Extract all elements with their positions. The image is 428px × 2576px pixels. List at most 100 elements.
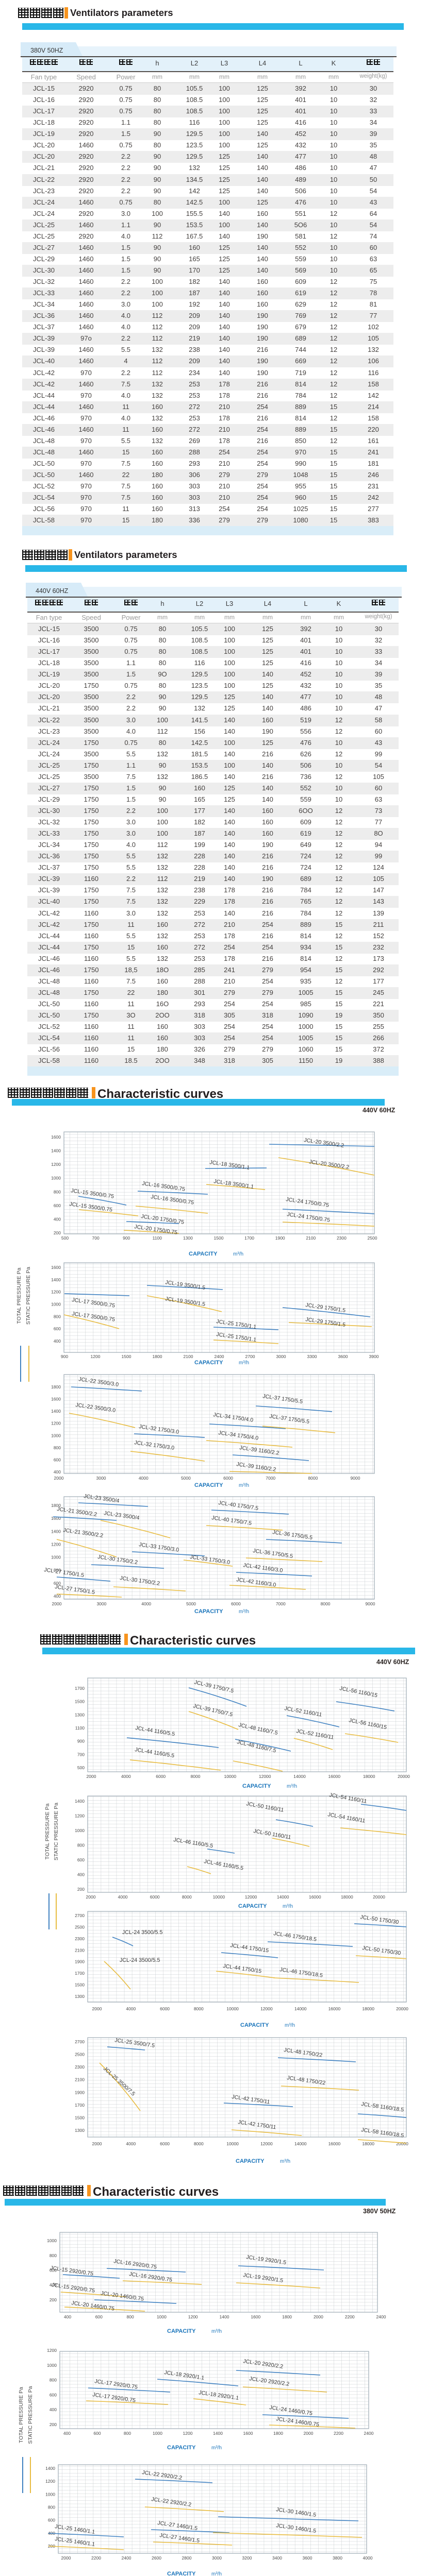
svg-text:10000: 10000 bbox=[226, 2006, 239, 2011]
svg-text:16000: 16000 bbox=[328, 2141, 341, 2146]
svg-text:1200: 1200 bbox=[183, 2431, 193, 2436]
svg-text:200: 200 bbox=[50, 2422, 57, 2427]
svg-text:20000: 20000 bbox=[398, 1774, 410, 1779]
svg-text:200: 200 bbox=[54, 1230, 61, 1235]
svg-text:7000: 7000 bbox=[276, 1601, 286, 1606]
svg-text:5000: 5000 bbox=[181, 1476, 191, 1481]
svg-text:m³/h: m³/h bbox=[211, 2445, 222, 2451]
svg-text:3000: 3000 bbox=[96, 1476, 106, 1481]
svg-text:2100: 2100 bbox=[75, 1947, 85, 1953]
svg-text:1100: 1100 bbox=[153, 1235, 162, 1241]
svg-text:2700: 2700 bbox=[245, 1354, 255, 1359]
svg-text:m³/h: m³/h bbox=[233, 1251, 243, 1257]
svg-text:2200: 2200 bbox=[91, 2555, 101, 2561]
svg-text:2400: 2400 bbox=[376, 2314, 386, 2319]
svg-text:12000: 12000 bbox=[260, 2006, 273, 2011]
svg-text:1400: 1400 bbox=[220, 2314, 229, 2319]
svg-text:2500: 2500 bbox=[75, 2052, 85, 2057]
svg-text:14000: 14000 bbox=[294, 2006, 307, 2011]
svg-text:6000: 6000 bbox=[231, 1601, 241, 1606]
svg-text:2000: 2000 bbox=[314, 2314, 323, 2319]
svg-text:2500: 2500 bbox=[75, 1924, 85, 1929]
svg-text:CAPACITY: CAPACITY bbox=[242, 1783, 271, 1789]
svg-text:1200: 1200 bbox=[51, 1541, 61, 1547]
svg-text:400: 400 bbox=[64, 2314, 71, 2319]
svg-text:600: 600 bbox=[95, 2314, 103, 2319]
svg-text:2000: 2000 bbox=[52, 1601, 62, 1606]
svg-text:800: 800 bbox=[48, 2505, 55, 2510]
svg-text:400: 400 bbox=[77, 1872, 85, 1877]
svg-text:1300: 1300 bbox=[75, 1712, 85, 1717]
svg-text:18000: 18000 bbox=[341, 1894, 353, 1900]
svg-text:600: 600 bbox=[50, 2392, 57, 2397]
svg-text:1800: 1800 bbox=[273, 2431, 283, 2436]
svg-text:600: 600 bbox=[54, 1457, 61, 1462]
svg-text:800: 800 bbox=[124, 2431, 131, 2436]
svg-text:1800: 1800 bbox=[282, 2314, 292, 2319]
svg-text:JCL-24 3500/5.5: JCL-24 3500/5.5 bbox=[120, 1957, 160, 1963]
svg-text:3000: 3000 bbox=[212, 2555, 222, 2561]
svg-text:2500: 2500 bbox=[368, 1235, 377, 1241]
svg-text:1200: 1200 bbox=[75, 1814, 85, 1819]
svg-text:1600: 1600 bbox=[51, 1134, 61, 1140]
svg-text:20000: 20000 bbox=[396, 2141, 408, 2146]
svg-text:1500: 1500 bbox=[122, 1354, 131, 1359]
svg-text:m³/h: m³/h bbox=[239, 1483, 249, 1488]
svg-text:8000: 8000 bbox=[182, 1894, 192, 1900]
svg-text:400: 400 bbox=[54, 1469, 61, 1475]
svg-text:1200: 1200 bbox=[51, 1290, 61, 1295]
svg-text:2700: 2700 bbox=[75, 1913, 85, 1918]
svg-text:600: 600 bbox=[54, 1326, 61, 1331]
svg-text:700: 700 bbox=[77, 1752, 85, 1757]
svg-text:JCL-24 3500/5.5: JCL-24 3500/5.5 bbox=[122, 1929, 162, 1936]
svg-text:1400: 1400 bbox=[75, 1799, 85, 1804]
svg-text:1500: 1500 bbox=[75, 2115, 85, 2120]
svg-text:2700: 2700 bbox=[75, 2039, 85, 2044]
svg-text:900: 900 bbox=[123, 1235, 130, 1241]
svg-text:3200: 3200 bbox=[242, 2555, 252, 2561]
svg-text:m³/h: m³/h bbox=[239, 1609, 249, 1615]
svg-text:1400: 1400 bbox=[213, 2431, 223, 2436]
svg-text:8000: 8000 bbox=[321, 1601, 331, 1606]
svg-text:1000: 1000 bbox=[51, 1176, 61, 1181]
svg-text:CAPACITY: CAPACITY bbox=[238, 1903, 267, 1909]
svg-text:6000: 6000 bbox=[156, 1774, 166, 1779]
svg-text:1200: 1200 bbox=[45, 2479, 55, 2484]
svg-text:1900: 1900 bbox=[75, 2090, 85, 2095]
svg-text:6000: 6000 bbox=[160, 2141, 170, 2146]
svg-text:1400: 1400 bbox=[51, 1409, 61, 1414]
svg-text:m³/h: m³/h bbox=[283, 1904, 293, 1909]
svg-text:CAPACITY: CAPACITY bbox=[167, 2328, 196, 2334]
svg-text:4000: 4000 bbox=[118, 1894, 128, 1900]
svg-text:CAPACITY: CAPACITY bbox=[236, 2158, 265, 2163]
svg-text:800: 800 bbox=[54, 1189, 61, 1194]
svg-text:3000: 3000 bbox=[276, 1354, 286, 1359]
svg-text:3000: 3000 bbox=[96, 1601, 106, 1606]
svg-text:400: 400 bbox=[54, 1338, 61, 1344]
svg-text:STATIC PRESSURE Pa: STATIC PRESSURE Pa bbox=[27, 2386, 34, 2444]
svg-text:7000: 7000 bbox=[266, 1476, 275, 1481]
svg-text:2200: 2200 bbox=[334, 2431, 343, 2436]
svg-text:1500: 1500 bbox=[214, 1235, 224, 1241]
svg-text:900: 900 bbox=[61, 1354, 68, 1359]
svg-text:6000: 6000 bbox=[160, 2006, 170, 2011]
svg-text:14000: 14000 bbox=[294, 2141, 307, 2146]
svg-text:TOTAL PRESSURE Pa: TOTAL PRESSURE Pa bbox=[18, 2387, 24, 2443]
svg-text:10000: 10000 bbox=[224, 1774, 236, 1779]
svg-text:1200: 1200 bbox=[51, 1162, 61, 1167]
svg-text:4000: 4000 bbox=[139, 1476, 149, 1481]
svg-text:1500: 1500 bbox=[75, 1982, 85, 1988]
svg-text:1200: 1200 bbox=[47, 2348, 57, 2353]
svg-text:1400: 1400 bbox=[51, 1277, 61, 1282]
svg-text:CAPACITY: CAPACITY bbox=[167, 2571, 196, 2576]
svg-text:10000: 10000 bbox=[213, 1894, 225, 1900]
svg-text:CAPACITY: CAPACITY bbox=[194, 1482, 223, 1488]
svg-text:600: 600 bbox=[50, 2268, 57, 2273]
svg-text:18000: 18000 bbox=[363, 1774, 375, 1779]
svg-text:400: 400 bbox=[54, 1216, 61, 1222]
svg-text:800: 800 bbox=[50, 2253, 57, 2258]
svg-text:6000: 6000 bbox=[150, 1894, 160, 1900]
svg-text:2800: 2800 bbox=[182, 2555, 192, 2561]
svg-text:2000: 2000 bbox=[92, 2006, 102, 2011]
svg-text:1300: 1300 bbox=[75, 1994, 85, 1999]
